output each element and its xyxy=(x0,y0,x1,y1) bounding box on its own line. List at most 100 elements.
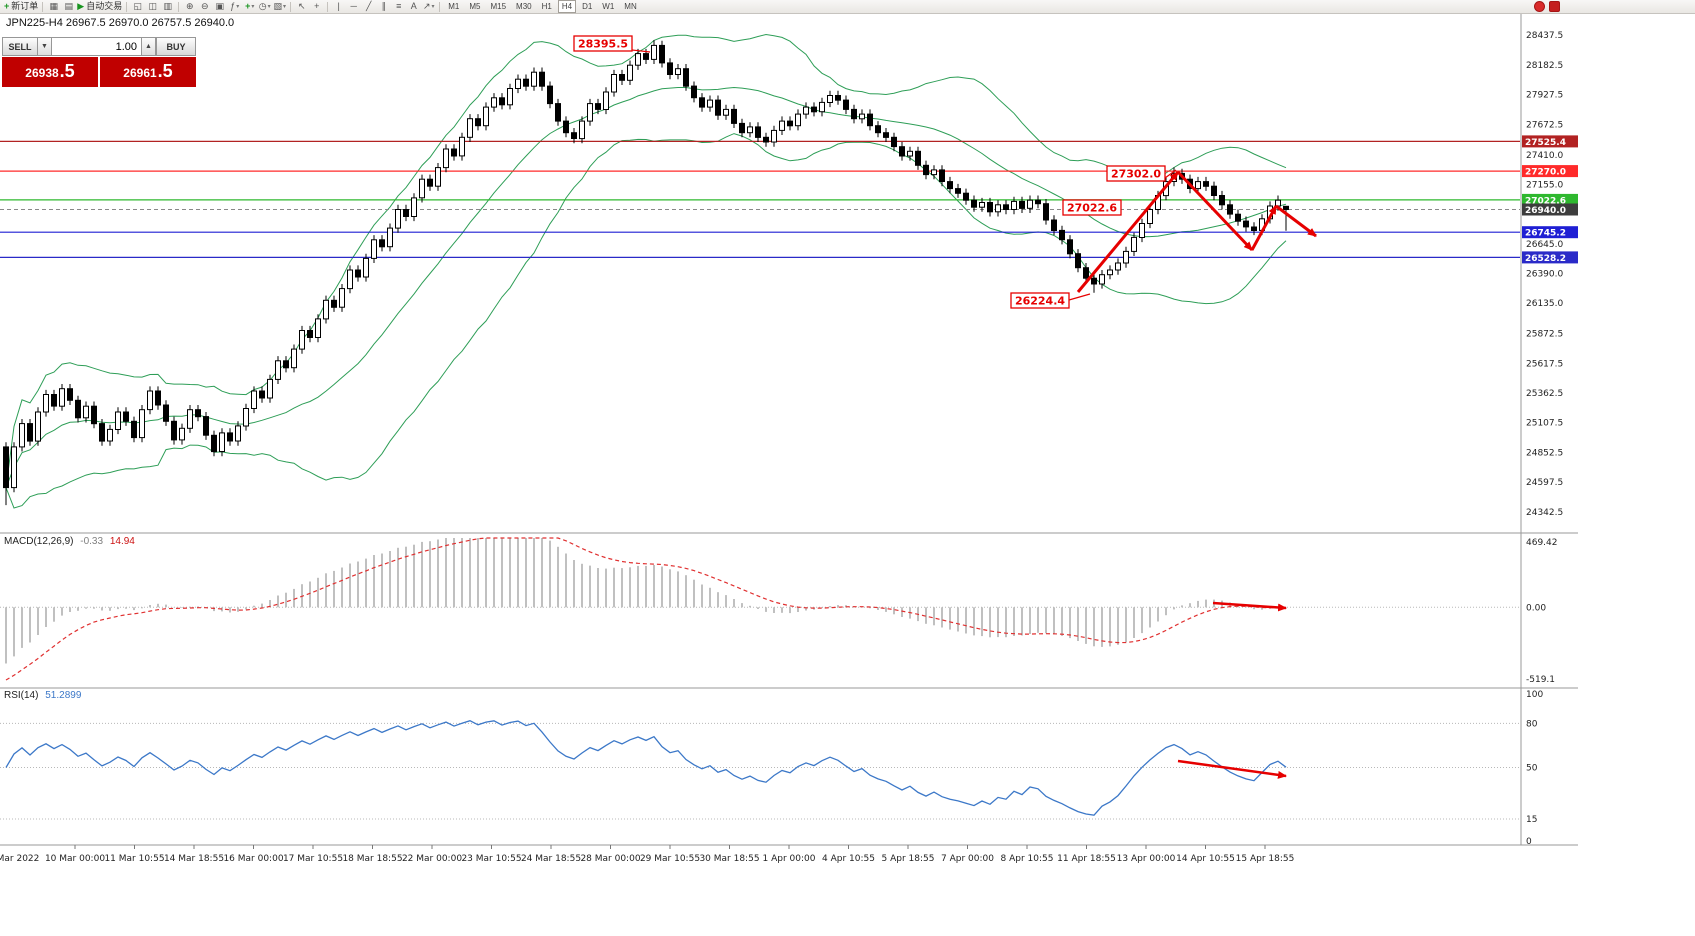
horizontal-line-icon: ─ xyxy=(350,1,357,11)
buy-price-main: 26961 xyxy=(123,66,157,80)
periods-icon: ◷ xyxy=(258,1,267,11)
trend-arrow[interactable] xyxy=(1275,204,1317,238)
time-axis-label: 24 Mar 18:55 xyxy=(521,854,581,864)
candle-body xyxy=(67,388,73,401)
price-annotation-box[interactable] xyxy=(1010,292,1070,309)
candle-body xyxy=(1283,205,1289,211)
trend-arrow[interactable] xyxy=(1177,759,1287,779)
bollinger-lower-band xyxy=(5,133,1287,509)
trendline-icon: ╱ xyxy=(366,1,372,11)
candle-body xyxy=(19,423,25,448)
timeframe-M5-button[interactable]: M5 xyxy=(469,2,481,11)
price-axis-tick: 25362.5 xyxy=(1526,389,1563,399)
templates-button[interactable]: ▧ ▾ xyxy=(272,1,287,13)
price-annotation-box[interactable] xyxy=(1106,165,1166,182)
candle-body xyxy=(1059,229,1065,241)
candle-body xyxy=(499,97,505,106)
autotrading-button[interactable]: ▶ 自动交易 xyxy=(76,1,123,13)
timeframe-M30-button[interactable]: M30 xyxy=(516,2,532,11)
tile-horizontally-icon: ◫ xyxy=(148,1,157,11)
candle-body xyxy=(11,446,17,489)
chart-window-icon: ▦ xyxy=(49,1,59,11)
timeframe-H4-button[interactable]: H4 xyxy=(557,0,577,13)
volume-down-button[interactable]: ▼ xyxy=(38,37,52,56)
chart-window-button[interactable]: ▦ xyxy=(46,1,61,13)
trend-arrow[interactable] xyxy=(1212,601,1287,612)
candle-body xyxy=(915,150,921,166)
price-annotation-box[interactable] xyxy=(1062,199,1122,216)
macd-histogram xyxy=(5,538,1287,664)
candle-body xyxy=(171,420,177,441)
equidistant-channel-icon: ∥ xyxy=(381,1,386,11)
trend-arrow[interactable] xyxy=(1076,171,1180,293)
fibonacci-button[interactable]: ≡ xyxy=(391,1,406,13)
crosshair-button[interactable]: + xyxy=(309,1,324,13)
sell-button[interactable]: SELL xyxy=(2,37,38,56)
cascade-windows-button[interactable]: ◱ xyxy=(130,1,145,13)
tile-vertically-button[interactable]: ▥ xyxy=(160,1,175,13)
text-label-button[interactable]: A xyxy=(406,1,421,13)
candle-body xyxy=(939,169,945,182)
candle-body xyxy=(219,432,225,452)
candle-body xyxy=(1003,204,1009,211)
one-click-trading-panel: SELL ▼ ▲ BUY 26938 .5 26961 .5 xyxy=(2,37,196,87)
buy-button[interactable]: BUY xyxy=(156,37,196,56)
trendline-button[interactable]: ╱ xyxy=(361,1,376,13)
candle-body xyxy=(507,88,513,106)
zoom-in-button[interactable]: ⊕ xyxy=(182,1,197,13)
timeframe-W1-button[interactable]: W1 xyxy=(602,2,615,11)
time-axis-label: Mar 2022 xyxy=(0,854,39,864)
new-order-button[interactable]: + 新订单 xyxy=(3,1,39,13)
candle-body xyxy=(723,108,729,116)
cascade-windows-icon: ◱ xyxy=(133,1,142,11)
tile-horizontally-button[interactable]: ◫ xyxy=(145,1,160,13)
candle-body xyxy=(59,388,65,407)
candle-body xyxy=(211,434,217,453)
indicators-button[interactable]: ƒ ▾ xyxy=(227,1,242,13)
candle-body xyxy=(1107,269,1113,276)
volume-input[interactable] xyxy=(52,37,142,56)
rsi-indicator-label: RSI(14) 51.2899 xyxy=(4,690,81,701)
time-axis-label: 4 Apr 10:55 xyxy=(822,854,875,864)
timeframe-M15-button[interactable]: M15 xyxy=(490,2,507,11)
time-axis-label: 28 Mar 00:00 xyxy=(580,854,640,864)
candle-body xyxy=(283,360,289,369)
candle-body xyxy=(979,202,985,208)
candle-body xyxy=(611,74,617,93)
candle-body xyxy=(451,148,457,157)
sell-price-display[interactable]: 26938 .5 xyxy=(2,57,98,87)
candle-body xyxy=(579,120,585,140)
zoom-out-button[interactable]: ⊖ xyxy=(197,1,212,13)
vertical-line-button[interactable]: | xyxy=(331,1,346,13)
time-axis-label: 10 Mar 00:00 xyxy=(45,854,105,864)
volume-up-button[interactable]: ▲ xyxy=(142,37,156,56)
time-axis-label: 29 Mar 10:55 xyxy=(640,854,700,864)
price-annotation-box[interactable] xyxy=(573,35,633,52)
price-axis-tick: 27410.0 xyxy=(1526,151,1563,161)
price-level-tag-label: 26528.2 xyxy=(1525,254,1566,264)
trend-arrow[interactable] xyxy=(1176,170,1254,252)
annotation-tail xyxy=(631,49,651,53)
arrows-button[interactable]: ↗ ▾ xyxy=(421,1,436,13)
buy-price-display[interactable]: 26961 .5 xyxy=(100,57,196,87)
timeframe-H1-button[interactable]: H1 xyxy=(541,2,552,11)
cursor-button[interactable]: ↖ xyxy=(294,1,309,13)
trend-arrow[interactable] xyxy=(1250,205,1278,251)
candle-body xyxy=(259,390,265,399)
timeframe-MN-button[interactable]: MN xyxy=(624,2,637,11)
horizontal-line-button[interactable]: ─ xyxy=(346,1,361,13)
timeframe-M1-button[interactable]: M1 xyxy=(448,2,460,11)
add-chart-button[interactable]: + ▾ xyxy=(242,1,257,13)
periods-button[interactable]: ◷ ▾ xyxy=(257,1,272,13)
candle-body xyxy=(1099,274,1105,285)
timeframe-D1-button[interactable]: D1 xyxy=(582,2,593,11)
equidistant-channel-button[interactable]: ∥ xyxy=(376,1,391,13)
rsi-line xyxy=(5,719,1287,816)
toolbar-buttons: + 新订单 ▦ ▤ ▶ 自动交易 ◱ ◫ ▥ ⊕ ⊖ ▣ ƒ ▾ + ▾ ◷ ▾ ▧ ▾ ↖ + | ─ ╱ ∥ ≡ A ↗ ▾ xyxy=(3,0,443,13)
notification-alert-icon[interactable] xyxy=(1549,1,1560,12)
arrows-icon: ↗ xyxy=(422,1,431,11)
auto-arrange-button[interactable]: ▣ xyxy=(212,1,227,13)
profiles-button[interactable]: ▤ xyxy=(61,1,76,13)
connection-alert-icon[interactable] xyxy=(1534,1,1545,12)
